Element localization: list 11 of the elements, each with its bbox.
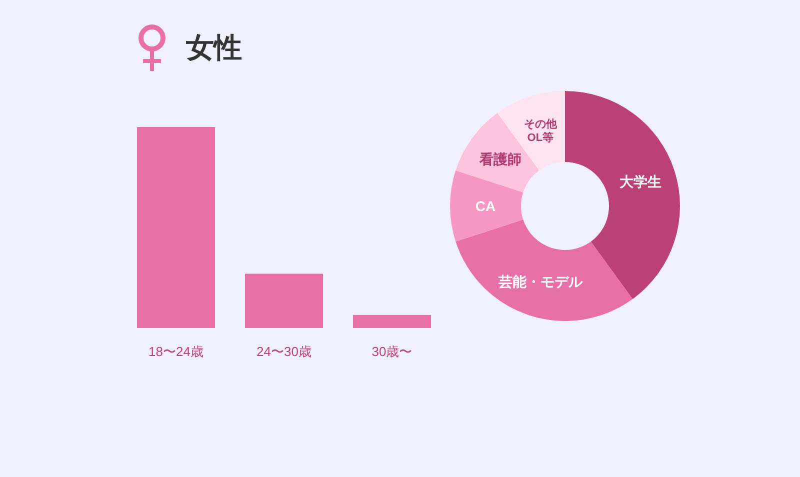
slice-label: 看護師 <box>478 151 522 168</box>
x-tick-label: 30歳〜 <box>372 344 412 359</box>
slice-label: 大学生 <box>620 173 662 190</box>
slice-label: その他 OL等 <box>524 118 558 144</box>
x-tick-label: 24〜30歳 <box>256 344 312 359</box>
slice-label: 芸能・モデル <box>497 274 584 290</box>
donut-slice <box>456 220 633 321</box>
donut-slice <box>450 170 524 242</box>
chart-title: 女性 <box>185 31 242 64</box>
x-tick-label: 18〜24歳 <box>148 344 204 359</box>
slice-label: CA <box>475 198 496 214</box>
